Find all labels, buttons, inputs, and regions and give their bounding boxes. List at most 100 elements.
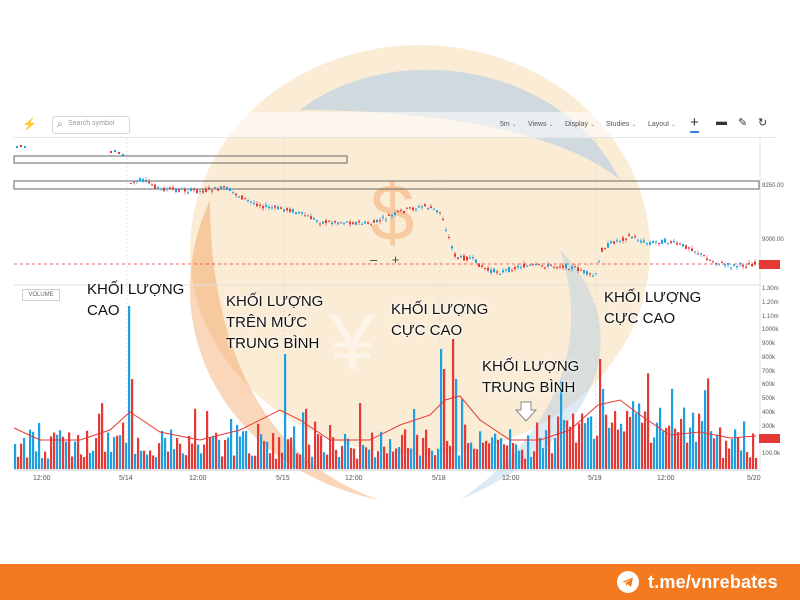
views-menu[interactable]: Views ⌄ — [528, 121, 554, 128]
time-tick: 5/20 — [747, 475, 761, 482]
studies-menu[interactable]: Studies ⌄ — [606, 121, 637, 128]
candle-body — [385, 219, 387, 221]
volume-bar — [50, 436, 53, 469]
volume-bar — [380, 431, 383, 469]
volume-bar — [596, 435, 599, 469]
volume-bar — [389, 439, 392, 469]
candle-body — [289, 208, 291, 212]
interval-menu[interactable]: 5m ⌄ — [500, 121, 517, 128]
volume-bar — [665, 427, 668, 469]
candle-body — [181, 188, 183, 190]
volume-bar — [503, 444, 506, 469]
candle-body — [547, 264, 549, 267]
volume-bar — [728, 448, 731, 469]
candle-body — [295, 212, 297, 214]
annotation-line: TRUNG BÌNH — [482, 379, 576, 396]
volume-bar — [491, 437, 494, 469]
volume-bar — [104, 451, 107, 469]
crosshair-icon[interactable]: + — [690, 114, 699, 133]
display-menu[interactable]: Display ⌄ — [565, 121, 595, 128]
volume-bar — [59, 430, 62, 469]
search-symbol-input[interactable]: ⌕ Search symbol — [52, 116, 130, 134]
telegram-icon[interactable] — [617, 571, 639, 593]
volume-bar — [659, 407, 662, 469]
volume-bar — [755, 457, 758, 469]
volume-bar — [533, 451, 536, 469]
volume-bar — [272, 433, 275, 469]
volume-bar — [296, 453, 299, 469]
volume-bar — [410, 448, 413, 469]
volume-bar — [212, 435, 215, 469]
volume-bar — [23, 438, 26, 469]
candle-body — [139, 178, 141, 182]
candle-body — [217, 189, 219, 191]
candle-body — [514, 267, 516, 269]
volume-pane-label[interactable]: VOLUME — [22, 289, 60, 301]
time-tick: 5/15 — [276, 475, 290, 482]
zoom-out-button[interactable]: – — [370, 252, 378, 267]
volume-bar — [335, 449, 338, 469]
volume-bar — [110, 451, 113, 469]
zoom-in-button[interactable]: + — [391, 252, 400, 267]
volume-bar — [284, 354, 287, 469]
candle-body — [424, 204, 426, 207]
volume-bar — [644, 411, 647, 469]
candle-body — [352, 222, 354, 225]
annotation-line: TRÊN MỨC — [226, 314, 308, 331]
volume-bar — [377, 451, 380, 469]
comment-icon[interactable]: ▬ — [716, 116, 727, 128]
volume-bar — [707, 378, 710, 469]
candle-body — [259, 204, 261, 206]
volume-bar — [95, 437, 98, 469]
volume-bar — [347, 438, 350, 469]
draw-pen-icon[interactable]: ✎ — [738, 117, 748, 129]
layout-menu[interactable]: Layout ⌄ — [648, 121, 677, 128]
candle-body — [565, 263, 567, 269]
volume-bar — [143, 450, 146, 469]
volume-bar — [314, 421, 317, 469]
candle-body — [268, 206, 270, 209]
volume-bar — [128, 306, 131, 469]
candle-body — [688, 247, 690, 249]
zoom-controls: – + — [370, 252, 399, 267]
candle-body — [544, 267, 546, 269]
volume-tick: 1.20m — [762, 299, 779, 306]
candle-body — [280, 207, 282, 209]
annotation-line: KHỐI LƯỢNG — [604, 289, 702, 306]
volume-bar — [176, 438, 179, 469]
candle-body — [523, 263, 525, 268]
volume-bar — [593, 438, 596, 469]
volume-bar — [302, 412, 305, 469]
candle-body — [577, 267, 579, 271]
candle-body — [694, 251, 696, 253]
volume-bar — [677, 432, 680, 469]
volume-bar — [368, 449, 371, 469]
candle-body — [703, 255, 705, 257]
volume-bar — [101, 403, 104, 469]
time-tick: 5/19 — [588, 475, 602, 482]
candle-body — [481, 265, 483, 268]
volume-bar — [746, 451, 749, 469]
reset-icon[interactable]: ↻ — [758, 117, 768, 129]
candle-body — [598, 261, 600, 263]
candle-body — [355, 222, 357, 225]
volume-bar — [341, 445, 344, 469]
candle-body — [433, 208, 435, 210]
candle-body — [745, 266, 747, 268]
volume-bar — [617, 429, 620, 469]
candle-body — [226, 186, 228, 191]
candle-body — [292, 209, 294, 213]
candle-body — [325, 220, 327, 224]
telegram-link[interactable]: t.me/vnrebates — [648, 572, 778, 592]
candle-body — [463, 255, 465, 261]
candle-body — [574, 266, 576, 268]
candle-body — [238, 196, 240, 198]
volume-bar — [182, 453, 185, 469]
volume-bar — [230, 419, 233, 469]
volume-bar — [356, 458, 359, 469]
volume-bar — [563, 419, 566, 469]
candle-body — [649, 242, 651, 245]
lightning-icon[interactable]: ⚡ — [22, 117, 37, 131]
candle-body — [169, 187, 171, 189]
